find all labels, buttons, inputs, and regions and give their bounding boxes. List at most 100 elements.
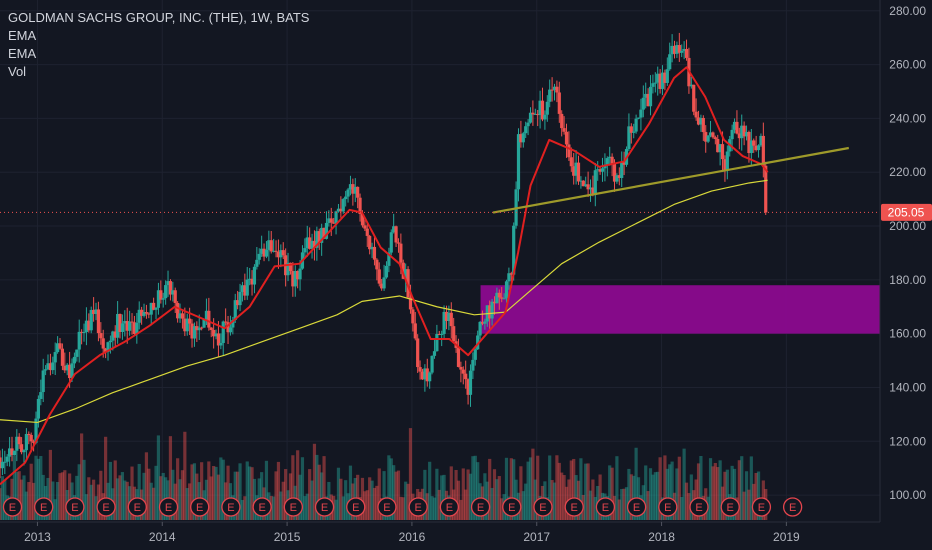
candle-body	[348, 184, 353, 190]
candle-body	[250, 278, 254, 285]
candle-body	[272, 250, 276, 252]
volume-bar	[550, 480, 554, 520]
volume-bar	[89, 484, 93, 520]
volume-bar	[365, 490, 369, 520]
earnings-marker: E	[595, 497, 616, 517]
candle-body	[334, 211, 338, 224]
candle-body	[444, 311, 449, 321]
candle-body	[149, 302, 153, 315]
volume-bar	[99, 470, 103, 520]
candle-body	[336, 208, 341, 212]
volume-bar	[382, 471, 386, 520]
candle-body	[20, 444, 24, 453]
candle-body	[555, 86, 559, 93]
volume-bar	[344, 480, 348, 520]
candle-body	[490, 301, 494, 319]
volume-bar	[392, 465, 396, 520]
candle-body	[267, 240, 271, 250]
candle-body	[226, 322, 230, 333]
volume-bar	[449, 466, 453, 520]
price-tick-label: 260.00	[889, 58, 926, 72]
symbol-title[interactable]: GOLDMAN SACHS GROUP, INC. (THE), 1W, BAT…	[8, 10, 310, 25]
candle-body	[636, 117, 641, 119]
candle-body	[281, 250, 285, 256]
candle-body	[504, 281, 509, 299]
volume-bar	[468, 473, 473, 520]
candle-body	[756, 145, 761, 151]
candlesticks	[0, 32, 768, 479]
candle-body	[166, 281, 170, 286]
candle-body	[720, 144, 725, 160]
candle-body	[432, 351, 437, 356]
volume-bar	[608, 465, 612, 520]
candle-body	[384, 265, 389, 278]
time-tick-label: 2014	[149, 530, 176, 544]
earnings-marker: E	[314, 497, 335, 517]
volume-bar	[495, 479, 499, 520]
candle-body	[233, 300, 237, 321]
candle-body	[694, 111, 698, 118]
volume-bar	[624, 487, 629, 520]
volume-bar	[168, 436, 173, 520]
volume-bar	[156, 435, 161, 520]
ema-slow-label[interactable]: EMA	[8, 46, 37, 61]
candle-body	[8, 448, 12, 457]
earnings-marker-circle	[34, 497, 54, 517]
ema-fast-label[interactable]: EMA	[8, 28, 37, 43]
volume-bar	[646, 491, 650, 520]
candle-body	[420, 371, 425, 380]
earnings-marker-circle	[782, 497, 803, 517]
volume-bar	[272, 496, 276, 520]
candle-body	[231, 320, 235, 328]
volume-bar	[684, 482, 689, 520]
candle-body	[34, 418, 38, 443]
candle-body	[615, 175, 619, 182]
support-zone	[480, 285, 880, 334]
candle-body	[413, 323, 417, 339]
candle-body	[740, 125, 744, 139]
trendline[interactable]	[492, 146, 849, 214]
candle-body	[528, 112, 533, 123]
candle-body	[500, 297, 504, 299]
price-axis[interactable]: 100.00 120.00 140.00 160.00 180.00 200.00 220.…	[889, 4, 926, 502]
earnings-marker: E	[751, 497, 772, 517]
candle-body	[264, 249, 269, 257]
earnings-marker: E	[34, 497, 54, 517]
candle-body	[684, 48, 689, 58]
candle-body	[356, 186, 360, 198]
time-tick-label: 2019	[773, 530, 800, 544]
earnings-marker: E	[190, 497, 210, 517]
candle-body	[195, 326, 199, 331]
volume-bar	[756, 471, 761, 520]
volume-bar	[53, 499, 57, 520]
candle-body	[600, 168, 605, 172]
volume-bar	[322, 456, 326, 520]
volume-bar	[29, 463, 33, 520]
earnings-marker-circle	[595, 497, 616, 517]
volume-bar	[572, 458, 576, 520]
earnings-marker-label: E	[9, 502, 16, 514]
candle-body	[569, 157, 573, 167]
volume-bar	[214, 466, 218, 520]
price-tick-label: 200.00	[889, 219, 926, 233]
candle-body	[123, 321, 127, 324]
candle-body	[94, 309, 98, 314]
candle-body	[468, 370, 473, 395]
candle-body	[303, 248, 307, 253]
volume-bar	[473, 455, 477, 520]
time-axis[interactable]: 2013 2014 2015 2016 2017 2018 2019	[24, 522, 800, 544]
volume-bar	[497, 476, 501, 520]
volume-bar	[368, 477, 372, 520]
volume-bar	[243, 496, 247, 520]
earnings-marker-label: E	[727, 502, 734, 514]
volume-label[interactable]: Vol	[8, 64, 27, 79]
candle-body	[507, 273, 511, 282]
candle-body	[442, 311, 446, 334]
candle-body	[677, 45, 681, 53]
volume-bar	[644, 465, 648, 520]
volume-bar	[238, 463, 242, 520]
candle-body	[754, 145, 758, 151]
volume-bar	[159, 476, 163, 520]
candle-body	[12, 450, 17, 456]
